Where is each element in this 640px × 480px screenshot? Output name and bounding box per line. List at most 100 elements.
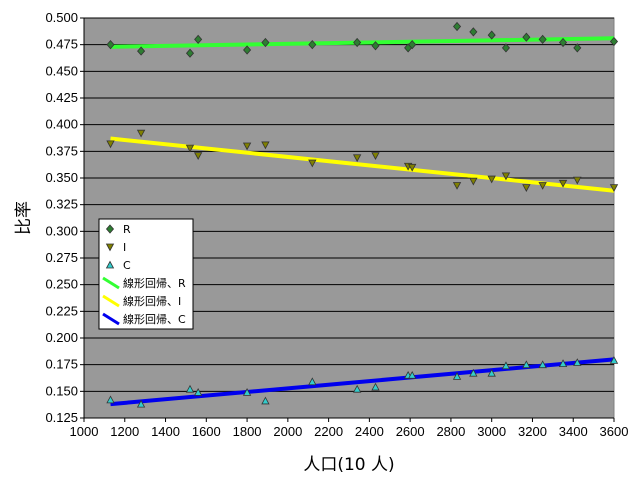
data-point-R <box>573 43 582 53</box>
x-tick-label: 1400 <box>151 424 180 439</box>
data-point-I <box>452 182 462 190</box>
legend-entry-trend-R: 線形回帰、R <box>123 276 186 290</box>
data-point-C <box>193 388 203 396</box>
legend-entry-C: C <box>123 259 131 272</box>
y-tick-label: 0.250 <box>45 277 78 292</box>
trendlines <box>110 36 615 407</box>
data-point-C <box>501 361 511 370</box>
y-tick-label: 0.400 <box>45 117 78 132</box>
data-point-R <box>559 37 568 48</box>
x-tick-label: 1600 <box>192 424 221 439</box>
data-point-C <box>609 356 619 364</box>
data-point-C <box>242 388 252 396</box>
data-point-C <box>558 359 568 367</box>
data-point-R <box>453 21 462 32</box>
y-tick-label: 0.300 <box>45 223 78 238</box>
x-tick-label: 2200 <box>314 424 343 439</box>
data-point-I <box>371 152 380 160</box>
data-point-C <box>308 377 317 386</box>
data-point-C <box>538 360 547 369</box>
x-tick-label: 2800 <box>436 424 465 439</box>
plot-area <box>83 17 615 419</box>
data-point-R <box>408 40 417 50</box>
data-point-I <box>469 177 478 186</box>
data-points <box>106 21 619 408</box>
data-point-C <box>573 358 582 366</box>
y-tick-label: 0.450 <box>45 63 78 78</box>
legend-line-R <box>102 276 120 290</box>
legend-entry-I: I <box>123 241 126 254</box>
data-point-R <box>609 36 619 47</box>
legend-line-I <box>102 294 120 308</box>
x-tick-label: 2600 <box>396 424 425 439</box>
data-point-C <box>469 368 478 377</box>
data-point-I <box>487 175 496 184</box>
x-tick-label: 3600 <box>600 424 629 439</box>
data-point-I <box>185 144 195 153</box>
data-point-R <box>501 43 510 53</box>
y-tick-label: 0.275 <box>45 250 78 265</box>
x-tick-label: 1800 <box>233 424 262 439</box>
data-point-R <box>487 30 496 40</box>
data-point-I <box>573 176 582 185</box>
data-point-I <box>193 152 203 160</box>
trendline-I <box>110 136 615 193</box>
y-tick-label: 0.325 <box>45 197 78 212</box>
data-point-C <box>408 370 417 379</box>
trendline-R <box>110 36 615 49</box>
data-point-C <box>522 360 531 369</box>
y-tick-label: 0.125 <box>45 410 78 425</box>
y-tick-label: 0.175 <box>45 357 78 372</box>
data-point-I <box>538 182 547 190</box>
data-point-I <box>352 154 362 163</box>
legend: RIC 線形回帰、R 線形回帰、I 線形回帰、C <box>98 218 194 330</box>
data-point-I <box>106 140 115 149</box>
data-point-I <box>501 172 511 181</box>
y-tick-label: 0.500 <box>45 10 78 25</box>
data-point-I <box>261 141 270 150</box>
data-point-R <box>469 27 478 37</box>
x-tick-label: 3200 <box>518 424 547 439</box>
y-tick-label: 0.475 <box>45 37 78 52</box>
data-point-R <box>243 45 252 55</box>
data-point-R <box>137 46 146 56</box>
legend-entry-trend-I: 線形回帰、I <box>123 294 181 308</box>
data-point-R <box>194 34 203 44</box>
data-point-R <box>371 41 380 51</box>
legend-marker-R <box>105 224 115 234</box>
data-point-C <box>261 396 270 405</box>
data-point-C <box>352 384 362 393</box>
legend-marker-C <box>105 260 115 269</box>
data-point-I <box>136 129 146 138</box>
legend-entry-trend-C: 線形回帰、C <box>123 312 186 326</box>
plot-background <box>83 17 615 419</box>
y-tick-label: 0.350 <box>45 170 78 185</box>
x-tick-label: 3400 <box>559 424 588 439</box>
y-tick-label: 0.375 <box>45 143 78 158</box>
data-point-C <box>136 399 146 408</box>
x-tick-label: 3000 <box>477 424 506 439</box>
y-tick-label: 0.150 <box>45 383 78 398</box>
y-tick-label: 0.425 <box>45 90 78 105</box>
data-point-C <box>452 372 462 380</box>
legend-box <box>98 218 194 330</box>
x-tick-label: 2400 <box>355 424 384 439</box>
x-tick-label: 1200 <box>110 424 139 439</box>
data-point-R <box>538 34 547 44</box>
data-point-I <box>609 184 619 192</box>
data-point-R <box>353 37 362 48</box>
data-point-C <box>185 384 195 393</box>
x-tick-label: 1000 <box>70 424 99 439</box>
data-point-C <box>371 382 380 391</box>
data-point-I <box>242 142 252 151</box>
data-point-R <box>522 32 531 42</box>
y-tick-label: 0.225 <box>45 303 78 318</box>
data-point-R <box>261 37 270 48</box>
y-tick-label: 0.200 <box>45 330 78 345</box>
data-point-I <box>308 159 317 168</box>
x-axis-title: 人口(10 人) <box>303 455 394 475</box>
legend-line-C <box>102 312 120 326</box>
legend-entry-R: R <box>123 223 131 236</box>
data-point-I <box>408 163 417 172</box>
